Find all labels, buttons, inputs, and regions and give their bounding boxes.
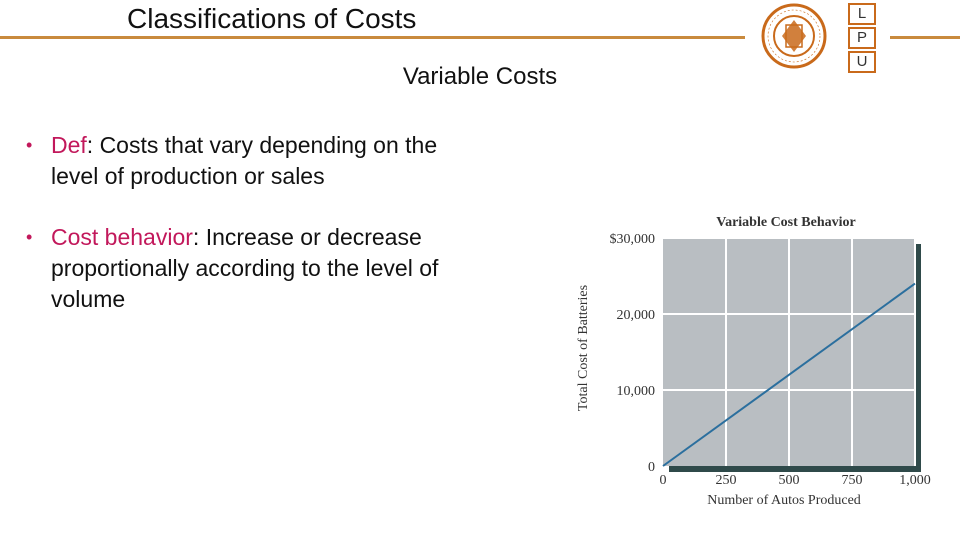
logo-letter-l: L [848, 3, 876, 25]
series-line [662, 282, 916, 467]
y-axis-label: Total Cost of Batteries [576, 285, 591, 411]
x-tick-label: 0 [660, 473, 667, 488]
header-rule-left [0, 36, 745, 39]
university-seal-logo [761, 3, 827, 69]
variable-cost-chart: Variable Cost Behavior 0 250 500 750 1,000 0 1… [576, 215, 931, 508]
x-tick-label: 750 [842, 473, 863, 488]
x-tick-label: 500 [779, 473, 800, 488]
x-tick-label: 1,000 [899, 473, 931, 488]
bullet-dot-icon: • [26, 227, 33, 247]
bullet-list: • Def: Costs that vary depending on the … [26, 130, 466, 345]
header-rule-right [890, 36, 960, 39]
x-axis-label: Number of Autos Produced [707, 493, 861, 508]
bullet-term: Cost behavior [51, 224, 193, 250]
grid-lines [663, 237, 916, 466]
bullet-text: : Increase or decrease proportionally ac… [51, 224, 439, 312]
x-tick-label: 250 [716, 473, 737, 488]
logo-letter-p: P [848, 27, 876, 49]
bullet-term: Def [51, 132, 87, 158]
y-tick-label: 0 [648, 460, 655, 475]
y-tick-label: 10,000 [617, 384, 656, 399]
bullet-text: : Costs that vary depending on the level… [51, 132, 438, 189]
y-tick-label: 20,000 [617, 308, 656, 323]
series-group [662, 282, 916, 467]
bullet-dot-icon: • [26, 135, 33, 155]
lpu-letters-logo: L P U [848, 3, 876, 75]
bullet-item-behavior: • Cost behavior: Increase or decrease pr… [26, 222, 466, 315]
slide-subtitle: Variable Costs [402, 63, 558, 90]
logo-letter-u: U [848, 51, 876, 73]
bullet-item-definition: • Def: Costs that vary depending on the … [26, 130, 466, 192]
page-title: Classifications of Costs [127, 3, 417, 34]
y-tick-label: $30,000 [610, 232, 656, 247]
chart-title: Variable Cost Behavior [716, 215, 855, 230]
tick-labels: 0 250 500 750 1,000 0 10,000 20,000 $30,000 [610, 232, 931, 488]
